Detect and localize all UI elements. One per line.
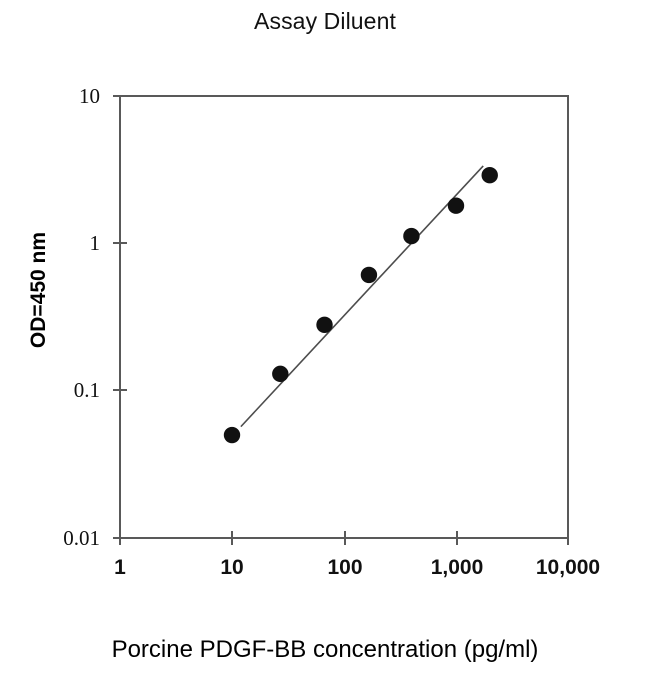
chart-title: Assay Diluent <box>254 8 396 34</box>
x-tick-label-10000: 10,000 <box>535 556 601 579</box>
data-point <box>223 426 241 444</box>
data-point <box>360 266 378 284</box>
data-point <box>481 167 498 184</box>
data-point <box>272 365 289 383</box>
x-tick-label-1: 1 <box>114 556 126 579</box>
data-point <box>447 197 465 214</box>
data-point <box>316 316 333 333</box>
plot-frame <box>119 95 569 539</box>
x-axis-title: Porcine PDGF-BB concentration (pg/ml) <box>111 636 539 663</box>
y-tick-label-1: 1 <box>89 231 101 255</box>
data-point-group <box>223 167 498 444</box>
x-tick-label-10: 10 <box>220 556 244 579</box>
y-tick-label-0p01: 0.01 <box>63 526 100 550</box>
x-tick-label-1000: 1,000 <box>430 556 484 579</box>
x-tick-label-100: 100 <box>327 556 363 579</box>
y-tick-marks <box>113 95 127 539</box>
y-tick-label-0p1: 0.1 <box>73 378 100 402</box>
y-tick-label-10: 10 <box>79 84 100 108</box>
x-tick-marks <box>119 531 569 545</box>
data-point <box>403 227 420 245</box>
trend-line <box>240 165 484 428</box>
